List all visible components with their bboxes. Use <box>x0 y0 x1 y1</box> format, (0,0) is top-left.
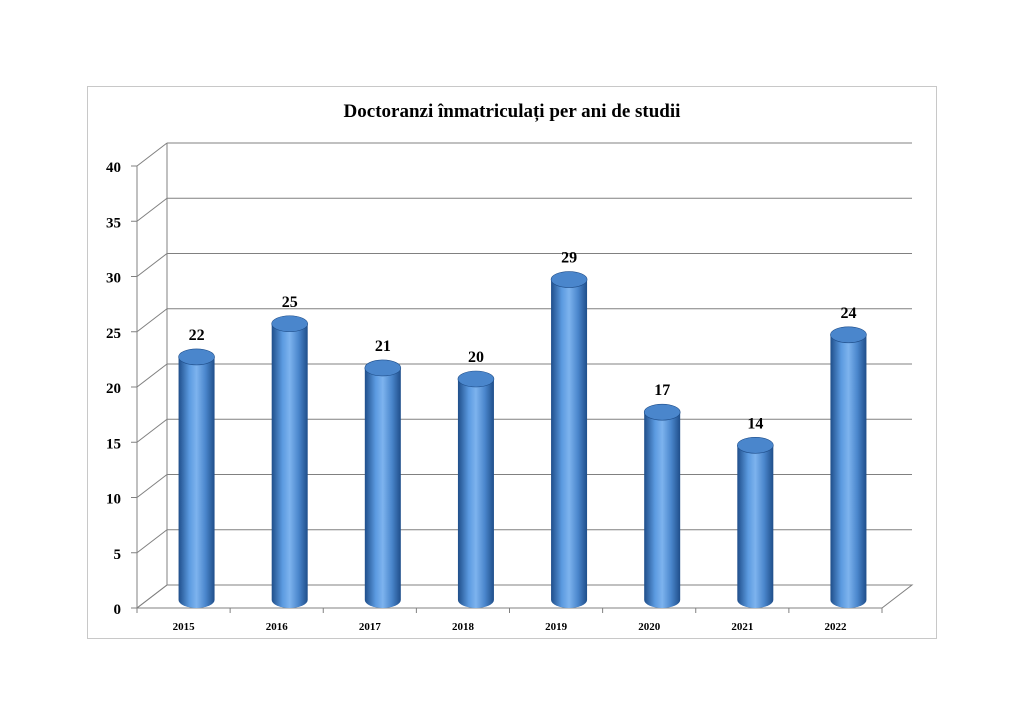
bar-top <box>271 315 308 333</box>
x-tick-label: 2019 <box>545 621 568 633</box>
data-label: 20 <box>468 349 484 366</box>
bar <box>830 334 867 608</box>
data-label: 14 <box>747 415 763 432</box>
y-tick-label: 10 <box>106 492 121 508</box>
bar-top <box>643 403 681 421</box>
y-tick-label: 35 <box>106 215 121 231</box>
x-tick-label: 2015 <box>173 621 196 633</box>
axis-layer: 0 5 10 15 20 25 30 35 40 <box>106 143 914 618</box>
bar <box>457 379 494 608</box>
y-tick-label: 5 <box>114 547 122 563</box>
y-tick-label: 40 <box>106 160 121 176</box>
bar-top <box>457 370 495 388</box>
y-tick-label: 30 <box>106 271 121 287</box>
bar <box>644 412 681 608</box>
gridline-depth <box>136 529 168 554</box>
bar <box>551 279 588 608</box>
x-tick-label: 2020 <box>638 621 661 633</box>
data-label: 24 <box>840 305 856 322</box>
floor-plane <box>135 584 914 609</box>
y-tick-label: 15 <box>106 436 121 452</box>
bar-top <box>550 271 588 288</box>
gridline-depth <box>136 253 168 277</box>
bar <box>178 356 215 608</box>
chart-title: Doctoranzi înmatriculați per ani de stud… <box>344 101 681 122</box>
gridline-depth <box>136 308 168 333</box>
chart-frame <box>87 86 937 639</box>
bar <box>364 367 401 608</box>
data-label: 29 <box>561 250 577 267</box>
gridline-depth <box>136 474 168 498</box>
data-label: 17 <box>654 382 670 399</box>
gridline-depth <box>136 418 168 443</box>
x-tick-label: 2021 <box>731 621 753 633</box>
data-label: 22 <box>189 327 205 344</box>
y-tick-label: 20 <box>106 381 121 397</box>
y-tick-label: 0 <box>114 602 122 618</box>
x-tick-label: 2018 <box>452 621 475 633</box>
bar-top <box>178 348 215 366</box>
grid-layer <box>136 142 912 609</box>
bar <box>737 445 774 608</box>
bars-layer <box>178 271 867 608</box>
gridline-depth <box>136 142 168 167</box>
y-tick-label: 25 <box>106 326 121 342</box>
gridline-depth <box>136 197 168 222</box>
gridline-depth <box>136 363 168 388</box>
x-tick-label: 2016 <box>266 621 289 633</box>
bar-top <box>364 359 402 377</box>
x-tick-label: 2017 <box>359 621 382 633</box>
x-tick-label: 2022 <box>824 621 847 633</box>
bar-top <box>830 326 867 344</box>
labels-layer: 22 2015 25 2016 21 2017 20 2018 29 2019 17 2020 14 20… <box>173 250 857 633</box>
data-label: 25 <box>282 294 298 311</box>
bar-top <box>737 436 774 454</box>
data-label: 21 <box>375 338 391 355</box>
bar <box>271 323 308 608</box>
